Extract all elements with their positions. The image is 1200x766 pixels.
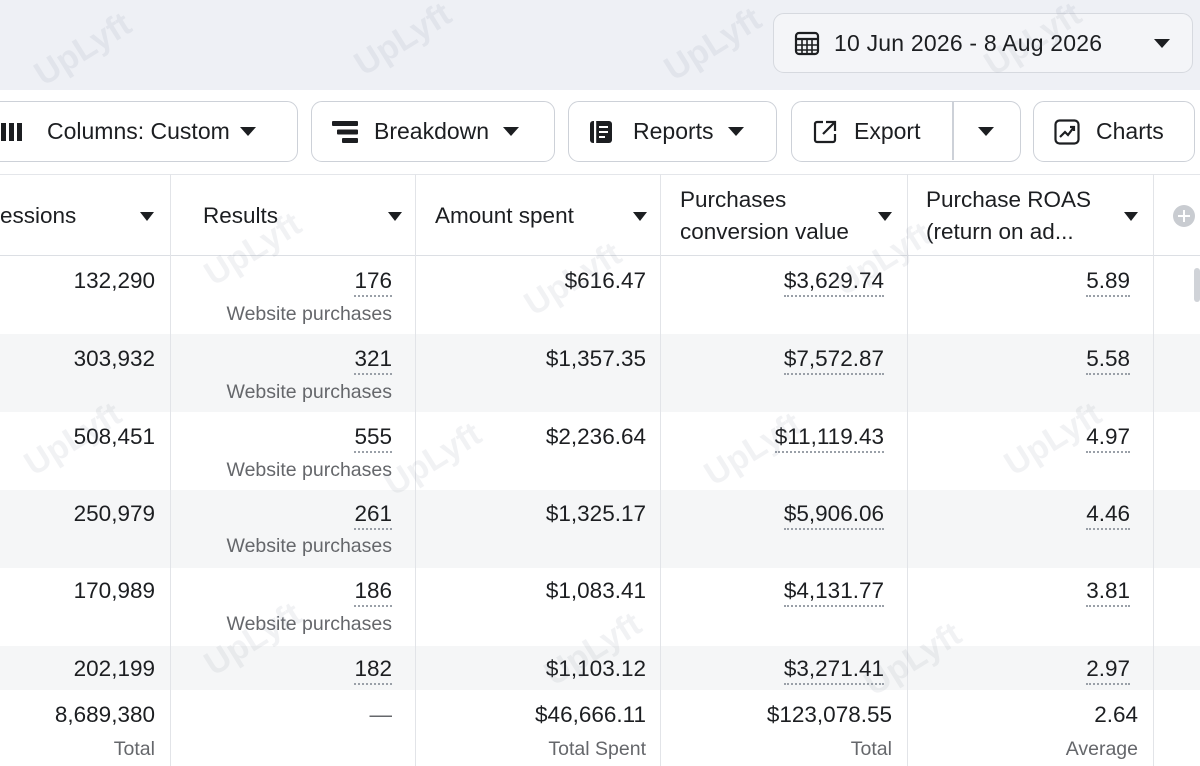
sort-chevron-icon[interactable] (1124, 212, 1138, 221)
breakdown-icon (332, 120, 358, 144)
results-cell[interactable]: 176 (354, 268, 392, 297)
vertical-scrollbar[interactable] (1194, 268, 1200, 302)
date-range-label: 10 Jun 2026 - 8 Aug 2026 (834, 29, 1103, 56)
results-type-label: Website purchases (226, 303, 392, 325)
columns-button[interactable]: Columns: Custom (0, 101, 298, 162)
amount-spent-cell: $1,325.17 (545, 501, 646, 526)
roas-cell[interactable]: 2.97 (1086, 656, 1130, 685)
add-column-plus-icon[interactable] (1173, 205, 1195, 227)
charts-icon (1054, 118, 1080, 145)
column-header-impressions[interactable]: essions (0, 175, 170, 257)
charts-button[interactable]: Charts (1033, 101, 1195, 162)
results-cell[interactable]: 321 (354, 346, 392, 375)
sort-chevron-icon[interactable] (140, 212, 154, 221)
column-header-label: Results (203, 203, 279, 228)
results-cell[interactable]: 555 (354, 424, 392, 453)
column-divider (415, 174, 416, 766)
reports-label: Reports (633, 118, 714, 144)
results-type-label: Website purchases (226, 535, 392, 557)
export-icon (812, 119, 838, 145)
results-cell[interactable]: 182 (354, 656, 392, 685)
chevron-down-icon (727, 127, 744, 136)
roas-cell[interactable]: 5.89 (1086, 268, 1130, 297)
column-header-label: essions (0, 203, 77, 228)
impressions-cell: 132,290 (73, 268, 155, 293)
column-divider (660, 174, 661, 766)
roas-average: 2.64 (1094, 702, 1138, 727)
roas-cell[interactable]: 5.58 (1086, 346, 1130, 375)
column-header-label: Amount spent (435, 203, 574, 228)
roas-cell[interactable]: 4.97 (1086, 424, 1130, 453)
columns-icon (1, 121, 29, 143)
chevron-down-icon (1154, 39, 1170, 48)
breakdown-label: Breakdown (374, 118, 490, 144)
reports-button[interactable]: Reports (568, 101, 777, 162)
export-label: Export (854, 118, 921, 144)
results-type-label: Website purchases (226, 613, 392, 635)
sort-chevron-icon[interactable] (388, 212, 402, 221)
sort-chevron-icon[interactable] (878, 212, 892, 221)
chevron-down-icon (503, 127, 520, 136)
impressions-total: 8,689,380 (54, 702, 155, 727)
results-type-label: Website purchases (226, 459, 392, 481)
amount-spent-total-label: Total Spent (548, 738, 646, 760)
conversion-value-cell[interactable]: $5,906.06 (783, 501, 884, 530)
conversion-value-cell[interactable]: $3,271.41 (783, 656, 884, 685)
amount-spent-cell: $1,103.12 (545, 656, 646, 681)
table-row[interactable] (0, 490, 1200, 568)
amount-spent-cell: $1,357.35 (545, 346, 646, 371)
column-header-amount-spent[interactable]: Amount spent (435, 175, 660, 257)
impressions-cell: 508,451 (73, 424, 155, 449)
breakdown-button[interactable]: Breakdown (311, 101, 555, 162)
sort-chevron-icon[interactable] (633, 212, 647, 221)
calendar-icon (794, 30, 820, 56)
charts-label: Charts (1096, 118, 1164, 144)
table-row[interactable] (0, 334, 1200, 412)
amount-spent-cell: $2,236.64 (545, 424, 646, 449)
conversion-value-cell[interactable]: $7,572.87 (783, 346, 884, 375)
table-header: essions Results Amount spent Purchases co… (0, 174, 1200, 256)
conversion-value-total: $123,078.55 (766, 702, 892, 727)
impressions-cell: 202,199 (73, 656, 155, 681)
amount-spent-cell: $1,083.41 (545, 578, 646, 603)
column-header-roas[interactable]: Purchase ROAS (return on ad... (926, 175, 1152, 257)
roas-cell[interactable]: 3.81 (1086, 578, 1130, 607)
conversion-value-cell[interactable]: $11,119.43 (774, 424, 884, 453)
results-cell[interactable]: 261 (354, 501, 392, 530)
column-header-label: Purchases conversion value (680, 187, 849, 244)
chevron-down-icon (239, 127, 256, 136)
conversion-value-cell[interactable]: $3,629.74 (783, 268, 884, 297)
roas-cell[interactable]: 4.46 (1086, 501, 1130, 530)
export-button[interactable]: Export (791, 101, 1021, 162)
column-divider (170, 174, 171, 766)
amount-spent-total: $46,666.11 (535, 702, 646, 727)
impressions-cell: 303,932 (73, 346, 155, 371)
impressions-cell: 170,989 (73, 578, 155, 603)
column-header-results[interactable]: Results (203, 175, 415, 257)
results-type-label: Website purchases (226, 381, 392, 403)
column-header-conversion-value[interactable]: Purchases conversion value (680, 175, 908, 257)
impressions-cell: 250,979 (73, 501, 155, 526)
table-row[interactable] (0, 646, 1200, 690)
amount-spent-cell: $616.47 (564, 268, 646, 293)
export-options-chevron-icon[interactable] (978, 127, 994, 136)
results-cell[interactable]: 186 (354, 578, 392, 607)
roas-average-label: Average (1065, 738, 1138, 760)
reports-icon (589, 119, 615, 145)
column-header-label: Purchase ROAS (return on ad... (926, 187, 1092, 244)
button-divider (952, 102, 954, 160)
column-divider (1153, 174, 1154, 766)
date-range-picker[interactable]: 10 Jun 2026 - 8 Aug 2026 (773, 13, 1193, 73)
conversion-value-total-label: Total (850, 738, 892, 760)
column-divider (907, 174, 908, 766)
impressions-total-label: Total (113, 738, 155, 760)
conversion-value-cell[interactable]: $4,131.77 (783, 578, 884, 607)
results-total: — (369, 702, 393, 727)
columns-label: Columns: Custom (47, 118, 230, 144)
